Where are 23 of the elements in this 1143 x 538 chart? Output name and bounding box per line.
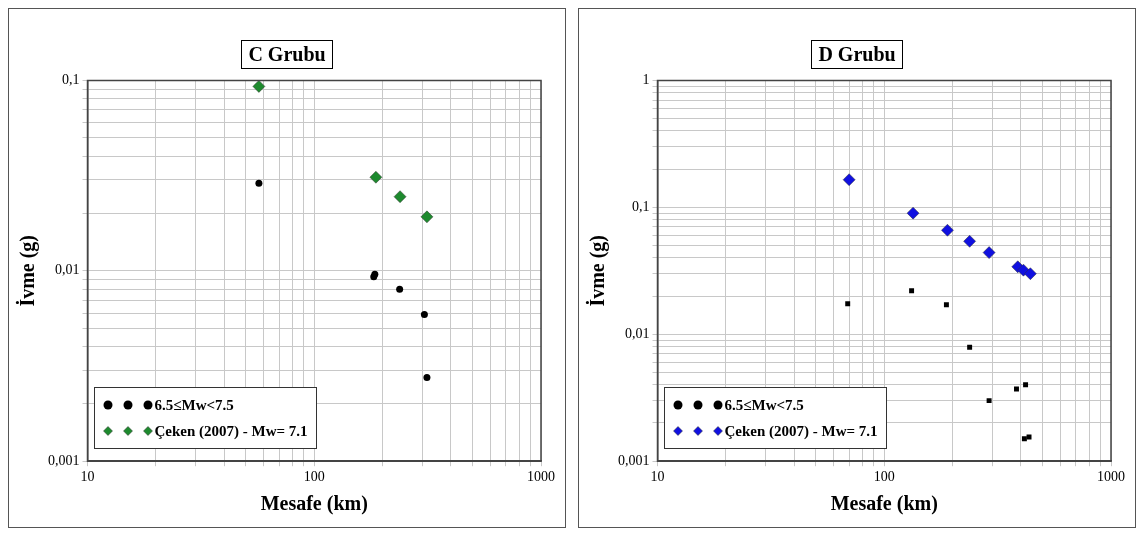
x-tick-label: 1000: [1097, 469, 1125, 485]
y-tick-label: 0,001: [48, 452, 80, 468]
x-tick-label: 10: [650, 469, 665, 485]
x-axis-title: Mesafe (km): [260, 492, 368, 516]
x-tick-label: 100: [873, 469, 895, 485]
x-tick-label: 100: [303, 469, 325, 485]
y-tick-label: 0,001: [618, 452, 650, 468]
legend-label: Çeken (2007) - Mw= 7.1: [724, 422, 878, 442]
y-axis-title: İvme (g): [585, 234, 610, 307]
y-tick-label: 0,1: [632, 199, 650, 215]
chart-title: D Grubu: [811, 40, 903, 69]
chart-title: C Grubu: [241, 40, 333, 69]
x-tick-label: 1000: [527, 469, 555, 485]
x-axis-title: Mesafe (km): [830, 492, 938, 516]
y-axis-title: İvme (g): [15, 234, 40, 307]
legend-label: Çeken (2007) - Mw= 7.1: [154, 422, 308, 442]
y-tick-label: 0,01: [55, 262, 80, 278]
legend-label: 6.5≤Mw<7.5: [724, 396, 804, 416]
legend-label: 6.5≤Mw<7.5: [154, 396, 234, 416]
y-tick-label: 0,1: [62, 72, 80, 88]
y-tick-label: 1: [642, 72, 650, 88]
y-tick-label: 0,01: [625, 325, 650, 341]
x-tick-label: 10: [80, 469, 95, 485]
